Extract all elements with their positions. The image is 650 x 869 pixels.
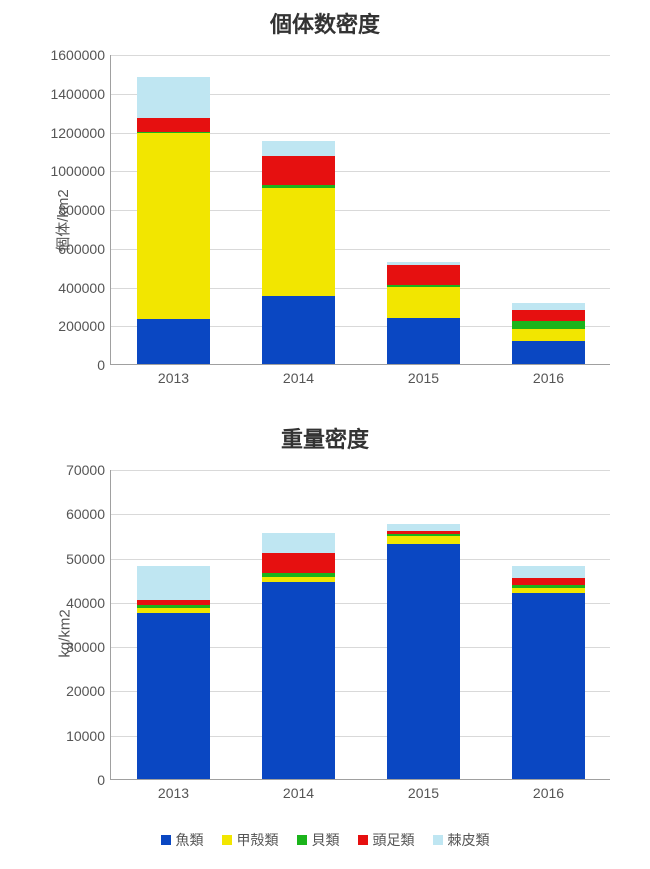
seg-echinoderm bbox=[512, 303, 585, 310]
legend-label: 棘皮類 bbox=[448, 830, 490, 850]
legend-item-crustacean: 甲殻類 bbox=[222, 830, 279, 850]
seg-fish bbox=[137, 613, 210, 779]
legend-label: 魚類 bbox=[176, 830, 204, 850]
seg-echinoderm bbox=[512, 566, 585, 577]
x-tick-label: 2014 bbox=[283, 779, 314, 801]
x-tick-label: 2013 bbox=[158, 779, 189, 801]
y-tick-label: 70000 bbox=[66, 462, 111, 478]
y-tick-label: 10000 bbox=[66, 728, 111, 744]
seg-fish bbox=[512, 341, 585, 364]
bar-2014 bbox=[262, 470, 335, 779]
legend-swatch bbox=[222, 835, 232, 845]
legend-label: 甲殻類 bbox=[237, 830, 279, 850]
seg-shellfish bbox=[387, 534, 460, 537]
x-tick-label: 2016 bbox=[533, 779, 564, 801]
seg-echinoderm bbox=[387, 262, 460, 265]
y-tick-label: 0 bbox=[97, 357, 111, 373]
seg-shellfish bbox=[387, 285, 460, 287]
bar-2013 bbox=[137, 55, 210, 364]
seg-shellfish bbox=[512, 321, 585, 329]
seg-crustacean bbox=[262, 188, 335, 297]
seg-fish bbox=[262, 296, 335, 364]
seg-crustacean bbox=[512, 329, 585, 341]
bar-2015 bbox=[387, 470, 460, 779]
plot-area: 010000200003000040000500006000070000kg/k… bbox=[110, 470, 610, 780]
seg-fish bbox=[512, 593, 585, 779]
legend: 魚類 甲殻類 貝類 頭足類 棘皮類 bbox=[0, 830, 650, 850]
seg-shellfish bbox=[512, 585, 585, 588]
seg-cephalopod bbox=[387, 265, 460, 284]
y-tick-label: 200000 bbox=[58, 318, 111, 334]
seg-echinoderm bbox=[262, 533, 335, 553]
seg-echinoderm bbox=[262, 141, 335, 156]
seg-shellfish bbox=[137, 132, 210, 134]
seg-fish bbox=[262, 582, 335, 779]
seg-shellfish bbox=[137, 605, 210, 608]
x-tick-label: 2013 bbox=[158, 364, 189, 386]
seg-fish bbox=[387, 544, 460, 779]
bar-2016 bbox=[512, 470, 585, 779]
chart-density_count: 個体数密度 02000004000006000008000001000000120… bbox=[0, 0, 650, 420]
legend-swatch bbox=[161, 835, 171, 845]
y-tick-label: 1400000 bbox=[50, 86, 111, 102]
plot-area: 0200000400000600000800000100000012000001… bbox=[110, 55, 610, 365]
seg-fish bbox=[137, 319, 210, 364]
seg-cephalopod bbox=[262, 553, 335, 573]
bar-2014 bbox=[262, 55, 335, 364]
seg-cephalopod bbox=[137, 118, 210, 132]
seg-shellfish bbox=[262, 573, 335, 577]
seg-crustacean bbox=[387, 287, 460, 318]
y-tick-label: 1000000 bbox=[50, 163, 111, 179]
bar-2013 bbox=[137, 470, 210, 779]
seg-echinoderm bbox=[387, 524, 460, 531]
x-tick-label: 2015 bbox=[408, 364, 439, 386]
y-tick-label: 1600000 bbox=[50, 47, 111, 63]
y-axis-label: kg/km2 bbox=[57, 609, 74, 657]
y-tick-label: 60000 bbox=[66, 506, 111, 522]
bar-2016 bbox=[512, 55, 585, 364]
bar-2015 bbox=[387, 55, 460, 364]
y-tick-label: 20000 bbox=[66, 683, 111, 699]
y-axis-label: 個体/km2 bbox=[52, 189, 73, 252]
seg-echinoderm bbox=[137, 77, 210, 118]
chart-density_weight: 重量密度 010000200003000040000500006000070000… bbox=[0, 415, 650, 835]
y-tick-label: 400000 bbox=[58, 280, 111, 296]
seg-crustacean bbox=[262, 577, 335, 582]
legend-label: 貝類 bbox=[312, 830, 340, 850]
legend-swatch bbox=[297, 835, 307, 845]
x-tick-label: 2014 bbox=[283, 364, 314, 386]
x-tick-label: 2016 bbox=[533, 364, 564, 386]
seg-echinoderm bbox=[137, 566, 210, 599]
seg-cephalopod bbox=[387, 531, 460, 534]
seg-cephalopod bbox=[137, 600, 210, 605]
y-tick-label: 0 bbox=[97, 772, 111, 788]
legend-item-echinoderm: 棘皮類 bbox=[433, 830, 490, 850]
seg-crustacean bbox=[387, 536, 460, 544]
chart-title: 個体数密度 bbox=[0, 7, 650, 39]
seg-cephalopod bbox=[512, 578, 585, 586]
y-tick-label: 1200000 bbox=[50, 125, 111, 141]
seg-cephalopod bbox=[262, 156, 335, 185]
seg-cephalopod bbox=[512, 310, 585, 322]
legend-item-cephalopod: 頭足類 bbox=[358, 830, 415, 850]
chart-title: 重量密度 bbox=[0, 422, 650, 454]
seg-crustacean bbox=[137, 608, 210, 613]
legend-item-fish: 魚類 bbox=[161, 830, 204, 850]
seg-shellfish bbox=[262, 185, 335, 188]
legend-swatch bbox=[358, 835, 368, 845]
seg-fish bbox=[387, 318, 460, 365]
seg-crustacean bbox=[512, 588, 585, 593]
y-tick-label: 50000 bbox=[66, 551, 111, 567]
legend-swatch bbox=[433, 835, 443, 845]
x-tick-label: 2015 bbox=[408, 779, 439, 801]
legend-label: 頭足類 bbox=[373, 830, 415, 850]
legend-item-shellfish: 貝類 bbox=[297, 830, 340, 850]
seg-crustacean bbox=[137, 133, 210, 319]
